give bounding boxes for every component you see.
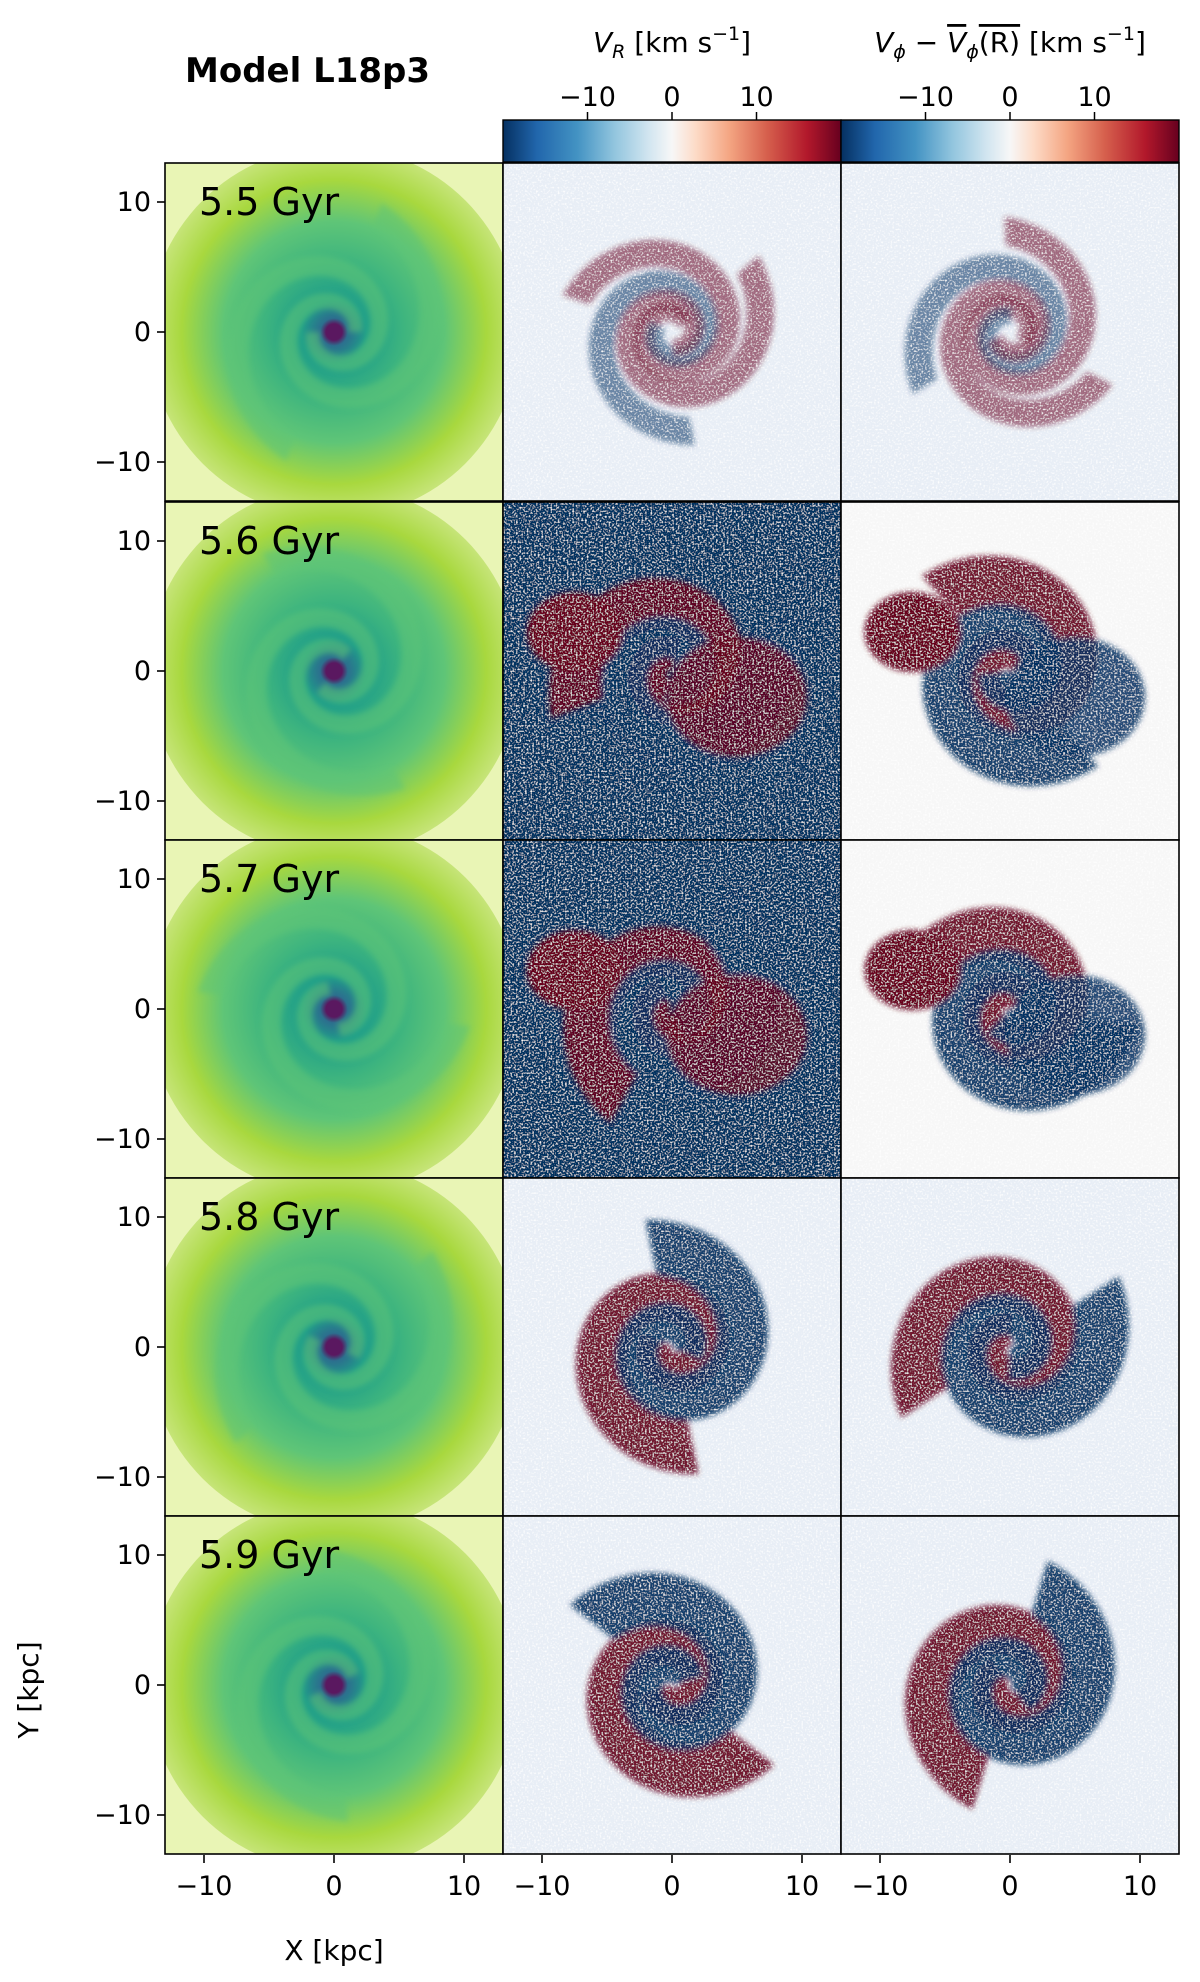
y-tick-label: 10 (117, 526, 151, 557)
time-label: 5.7 Gyr (199, 857, 339, 901)
y-tick-label: 0 (134, 1332, 151, 1363)
colorbar-tick-label: 10 (739, 82, 773, 113)
density-core (328, 665, 340, 677)
x-tick-label: 10 (785, 1871, 819, 1902)
vr-panel (502, 1515, 842, 1855)
x-tick-label: −10 (176, 1871, 233, 1902)
density-core (328, 1003, 340, 1015)
time-label: 5.9 Gyr (199, 1533, 339, 1577)
vr-panel (502, 501, 842, 841)
y-tick-label: −10 (94, 786, 151, 817)
y-tick-label: 0 (134, 994, 151, 1025)
y-tick-label: 0 (134, 317, 151, 348)
y-tick-label: 0 (134, 656, 151, 687)
y-tick-label: −10 (94, 447, 151, 478)
x-tick-label: 0 (325, 1871, 342, 1902)
colorbar-gradient (840, 119, 1180, 163)
vphi-panel (840, 501, 1180, 841)
time-label: 5.5 Gyr (199, 180, 339, 224)
time-label: 5.8 Gyr (199, 1195, 339, 1239)
colorbar-tick-label: −10 (559, 82, 616, 113)
density-panel: 5.7 Gyr (164, 839, 504, 1179)
x-tick-label: 10 (1123, 1871, 1157, 1902)
x-tick-label: 0 (663, 1871, 680, 1902)
vphi-panel (840, 1515, 1180, 1855)
x-axis-label: X [kpc] (284, 1934, 383, 1967)
y-tick-label: 10 (117, 1540, 151, 1571)
vphi-panel (840, 162, 1180, 502)
panel-frame (840, 1515, 1180, 1855)
vr-panel (502, 1177, 842, 1517)
density-panel: 5.9 Gyr (164, 1515, 504, 1855)
y-axis-label: Y [kpc] (12, 1641, 45, 1739)
vr-panel (502, 162, 842, 502)
colorbar-label: Vϕ − Vϕ(R) [km s−1] (874, 23, 1146, 63)
y-tick-label: 10 (117, 1202, 151, 1233)
y-tick-label: 10 (117, 187, 151, 218)
density-panel: 5.6 Gyr (164, 501, 504, 841)
panel-frame (840, 162, 1180, 502)
y-tick-label: −10 (94, 1124, 151, 1155)
colorbar-tick-label: −10 (897, 82, 954, 113)
density-core (328, 1341, 340, 1353)
density-core (328, 1679, 340, 1691)
colorbar-tick-label: 0 (1001, 82, 1018, 113)
panel-grid: 5.5 Gyr 5.6 Gyr 5.7 Gyr 5.8 Gyr 5.9 Gyr (164, 162, 1180, 1855)
axes: −10 0 10 −10 0 10 −10 0 10 −10 0 10 −10 0 10 −10 0 10 −10 0… (12, 187, 1157, 1967)
time-label: 5.6 Gyr (199, 519, 339, 563)
x-tick-label: −10 (852, 1871, 909, 1902)
y-tick-label: 10 (117, 864, 151, 895)
density-panel: 5.8 Gyr (164, 1177, 504, 1517)
colorbar-tick-label: 0 (663, 82, 680, 113)
x-tick-label: −10 (514, 1871, 571, 1902)
colorbar-label: VR [km s−1] (593, 23, 751, 63)
density-panel: 5.5 Gyr (164, 162, 504, 502)
x-tick-label: 10 (447, 1871, 481, 1902)
figure-title: Model L18p3 (185, 51, 430, 91)
vr-panel (502, 839, 842, 1179)
colorbar-vr: −10 0 10 VR [km s−1] (502, 23, 842, 163)
colorbar-gradient (502, 119, 842, 163)
y-tick-label: −10 (94, 1462, 151, 1493)
vphi-panel (840, 839, 1180, 1179)
y-tick-label: −10 (94, 1800, 151, 1831)
colorbar-vphi: −10 0 10 Vϕ − Vϕ(R) [km s−1] (840, 23, 1180, 163)
colorbar-tick-label: 10 (1077, 82, 1111, 113)
density-core (328, 326, 340, 338)
vphi-panel (840, 1177, 1180, 1517)
colorbars: −10 0 10 VR [km s−1] −10 0 10 Vϕ − Vϕ(R) [km s−… (502, 23, 1180, 163)
x-tick-label: 0 (1001, 1871, 1018, 1902)
y-tick-label: 0 (134, 1670, 151, 1701)
